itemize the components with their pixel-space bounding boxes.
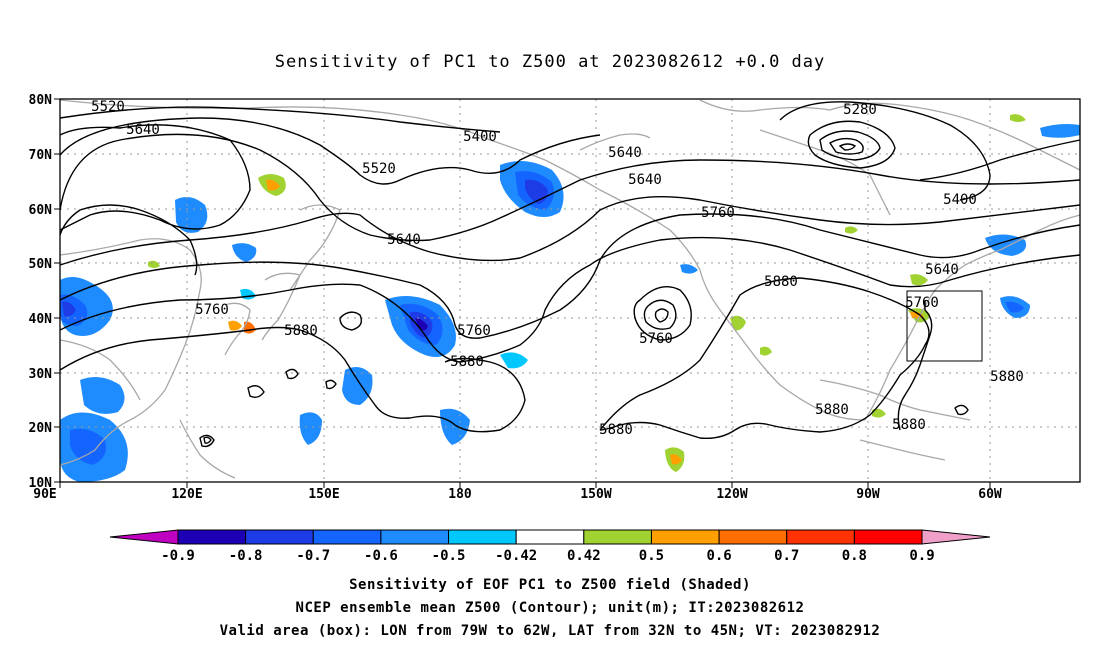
contour-label: 5400: [463, 129, 497, 145]
latitude-labels: 80N 70N 60N 50N 40N 30N 20N 10N: [29, 93, 53, 491]
colorbar-tick-label: 0.5: [639, 548, 664, 564]
colorbar-swatch: [853, 529, 923, 545]
contour-label: 5880: [815, 402, 849, 418]
map-panel: 5520 5640 5400 5520 5280 5640 5760 5400 …: [59, 98, 1081, 483]
lat-label-80n: 80N: [29, 93, 53, 108]
colorbar-tick-label: -0.7: [296, 548, 330, 564]
colorbar-swatch: [583, 529, 652, 545]
colorbar-swatch: [515, 529, 585, 545]
colorbar-swatch: [448, 529, 517, 545]
colorbar-max-arrow: [921, 529, 991, 545]
contour-label: 5880: [892, 417, 926, 433]
contour-label: 5640: [126, 122, 160, 138]
longitude-labels: 90E 120E 150E 180 150W 120W 90W 60W: [33, 487, 1002, 502]
lon-label-150w: 150W: [580, 487, 611, 502]
contour-label: 5880: [990, 369, 1024, 385]
contour-label: 5520: [91, 99, 125, 115]
contour-label: 5760: [195, 302, 229, 318]
colorbar-swatch: [380, 529, 450, 545]
contour-label: 5640: [608, 145, 642, 161]
lat-label-50n: 50N: [29, 257, 53, 272]
lon-label-120w: 120W: [716, 487, 747, 502]
colorbar-tick-label: 0.7: [774, 548, 799, 564]
lon-label-150e: 150E: [308, 487, 339, 502]
colorbar-swatch: [650, 529, 720, 545]
colorbar-tick-label: -0.5: [432, 548, 466, 564]
contour-label: 5760: [905, 295, 939, 311]
caption-line-3: Valid area (box): LON from 79W to 62W, L…: [220, 623, 881, 639]
contour-label: 5760: [701, 205, 735, 221]
colorbar-tick-label: 0.42: [567, 548, 601, 564]
colorbar-swatch: [786, 529, 855, 545]
contour-label: 5760: [639, 331, 673, 347]
colorbar: -0.9 -0.8 -0.7 -0.6 -0.5 -0.42 0.42 0.5 0.6 0.7 0.…: [109, 529, 991, 564]
contour-label: 5880: [599, 422, 633, 438]
colorbar-tick-label: 0.6: [706, 548, 731, 564]
lon-label-90w: 90W: [856, 487, 880, 502]
contour-label: 5880: [764, 274, 798, 290]
lat-label-30n: 30N: [29, 367, 53, 382]
contour-label: 5400: [943, 192, 977, 208]
contour-labels: 5520 5640 5400 5520 5280 5640 5760 5400 …: [91, 99, 1024, 438]
valid-area-box: [906, 290, 983, 362]
lat-label-70n: 70N: [29, 148, 53, 163]
map-title: Sensitivity of PC1 to Z500 at 2023082612…: [275, 52, 826, 72]
colorbar-tick-label: -0.6: [364, 548, 398, 564]
colorbar-tick-label: -0.8: [229, 548, 263, 564]
axis-ticks: [54, 98, 991, 488]
colorbar-swatch: [245, 529, 314, 545]
colorbar-tick-label: -0.42: [495, 548, 537, 564]
contour-label: 5880: [450, 354, 484, 370]
contour-label: 5760: [457, 323, 491, 339]
colorbar-tick-label: -0.9: [161, 548, 195, 564]
colorbar-swatch: [312, 529, 382, 545]
contour-label: 5880: [284, 323, 318, 339]
z500-contours: [59, 101, 1081, 448]
lon-label-120e: 120E: [171, 487, 202, 502]
colorbar-swatch: [177, 529, 247, 545]
contour-label: 5280: [843, 102, 877, 118]
contour-label: 5520: [362, 161, 396, 177]
positive-sensitivity-patches: [148, 114, 1026, 472]
lat-label-40n: 40N: [29, 312, 53, 327]
lon-label-90e: 90E: [33, 487, 56, 502]
contour-label: 5640: [387, 232, 421, 248]
lat-label-10n: 10N: [29, 476, 53, 491]
contour-label: 5640: [628, 172, 662, 188]
lon-label-60w: 60W: [978, 487, 1002, 502]
lon-label-180: 180: [448, 487, 472, 502]
caption-line-1: Sensitivity of EOF PC1 to Z500 field (Sh…: [349, 577, 751, 593]
colorbar-tick-label: 0.9: [909, 548, 934, 564]
lat-label-20n: 20N: [29, 421, 53, 436]
lat-label-60n: 60N: [29, 203, 53, 218]
contour-label: 5640: [925, 262, 959, 278]
colorbar-tick-label: 0.8: [842, 548, 867, 564]
colorbar-min-arrow: [109, 529, 179, 545]
colorbar-swatch: [718, 529, 788, 545]
caption-line-2: NCEP ensemble mean Z500 (Contour); unit(…: [296, 600, 805, 616]
